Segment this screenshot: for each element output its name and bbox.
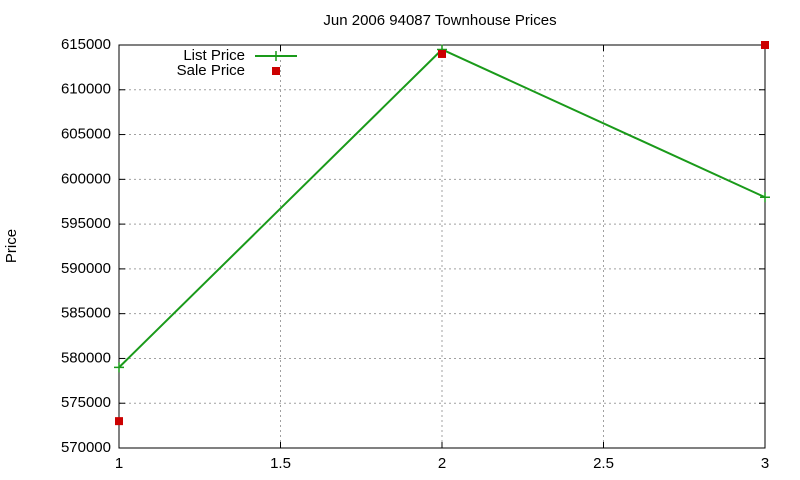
y-tick-label: 595000	[61, 215, 111, 232]
data-point	[438, 49, 446, 58]
y-tick-label: 615000	[61, 36, 111, 53]
y-tick-label: 610000	[61, 81, 111, 98]
x-tick-label: 3	[761, 455, 769, 472]
data-point	[761, 41, 769, 49]
y-tick-label: 605000	[61, 126, 111, 143]
y-tick-label: 580000	[61, 349, 111, 366]
legend-label: Sale Price	[177, 62, 245, 79]
y-tick-label: 600000	[61, 170, 111, 187]
chart-title: Jun 2006 94087 Townhouse Prices	[323, 12, 556, 29]
y-tick-label: 570000	[61, 439, 111, 456]
y-tick-label: 585000	[61, 305, 111, 322]
x-tick-label: 1.5	[270, 455, 291, 472]
legend-marker	[272, 67, 280, 75]
data-point	[114, 362, 124, 373]
y-axis-label: Price	[3, 229, 20, 263]
x-tick-label: 2.5	[593, 455, 614, 472]
y-tick-label: 590000	[61, 260, 111, 277]
data-point	[115, 417, 123, 426]
x-tick-label: 2	[438, 455, 446, 472]
x-tick-label: 1	[115, 455, 123, 472]
legend-label: List Price	[183, 47, 245, 64]
data-point	[760, 192, 770, 203]
legend-marker	[271, 51, 281, 61]
y-tick-label: 575000	[61, 394, 111, 411]
series-line	[118, 48, 766, 369]
